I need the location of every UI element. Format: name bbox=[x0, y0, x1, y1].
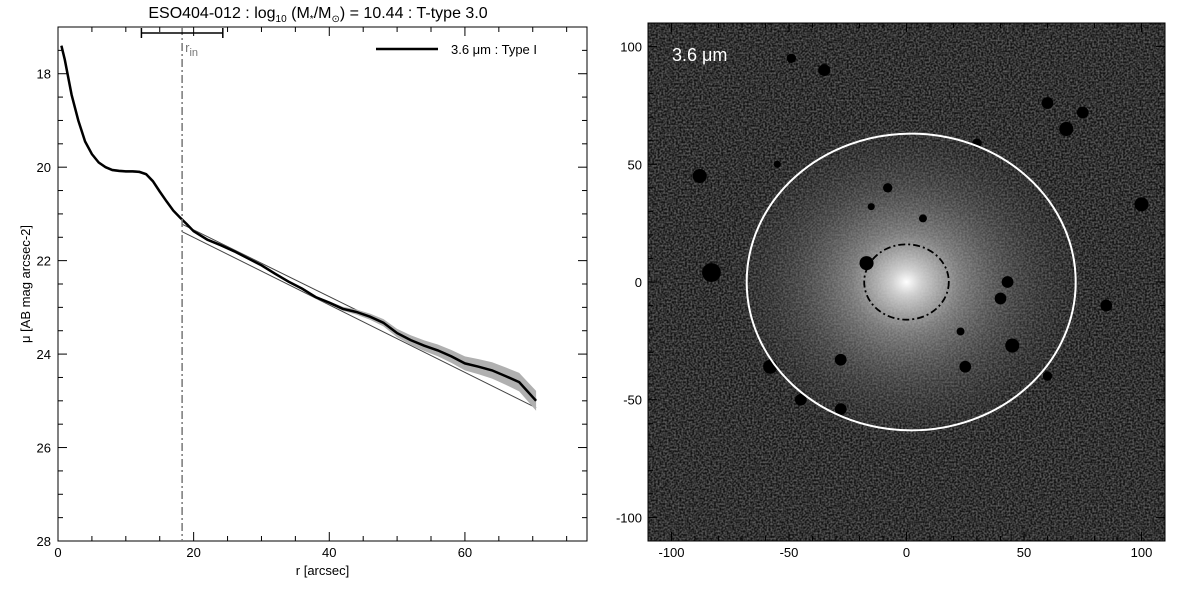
profile-ticks bbox=[57, 26, 587, 542]
x-tick-label: 20 bbox=[186, 545, 200, 560]
fit-line bbox=[181, 231, 537, 409]
img-x-tick-label: -100 bbox=[658, 545, 684, 560]
y-tick-label: 18 bbox=[37, 67, 51, 82]
y-tick-label: 26 bbox=[37, 441, 51, 456]
x-tick-label: 0 bbox=[54, 545, 61, 560]
chart-title: ESO404-012 : log10 (M*/M⊙) = 10.44 : T-t… bbox=[148, 5, 487, 25]
legend-label: 3.6 μm : Type I bbox=[451, 42, 537, 57]
masked-star bbox=[867, 203, 875, 211]
y-tick-label: 24 bbox=[37, 347, 51, 362]
masked-star bbox=[1041, 97, 1054, 109]
profile-tick-labels: 0 20 40 60 18 20 22 24 26 28 bbox=[37, 67, 473, 560]
x-tick-label: 60 bbox=[458, 545, 472, 560]
masked-star bbox=[834, 353, 847, 366]
masked-star bbox=[859, 256, 874, 271]
img-x-tick-label: 100 bbox=[1131, 545, 1153, 560]
masked-star bbox=[883, 183, 893, 193]
y-tick-label: 28 bbox=[37, 534, 51, 549]
image-ticks bbox=[648, 23, 1165, 541]
img-y-tick-label: 100 bbox=[620, 40, 642, 55]
masked-star bbox=[794, 393, 807, 406]
masked-star bbox=[994, 292, 1007, 305]
masked-star bbox=[1134, 197, 1149, 212]
masked-star bbox=[1005, 338, 1020, 353]
masked-stars bbox=[692, 53, 1149, 416]
x-axis-label: r [arcsec] bbox=[296, 563, 349, 578]
masked-star bbox=[773, 160, 781, 168]
masked-star bbox=[1001, 276, 1014, 288]
masked-star bbox=[1100, 299, 1113, 312]
y-tick-label: 20 bbox=[37, 160, 51, 175]
masked-star bbox=[956, 327, 965, 336]
masked-star bbox=[702, 263, 721, 282]
img-y-tick-label: 0 bbox=[635, 275, 642, 290]
r-in-error-bar bbox=[140, 28, 224, 38]
masked-star bbox=[918, 214, 927, 223]
masked-star bbox=[786, 53, 797, 64]
profile-frame bbox=[57, 26, 588, 542]
img-y-tick-label: 50 bbox=[628, 157, 642, 172]
galaxy-image: -100 -50 0 50 100 -100 -50 0 50 100 3.6 μm bbox=[616, 22, 1166, 560]
img-y-tick-label: -50 bbox=[623, 393, 642, 408]
img-x-tick-label: 50 bbox=[1017, 545, 1031, 560]
galaxy-glow bbox=[723, 117, 1090, 447]
x-tick-label: 40 bbox=[322, 545, 336, 560]
y-axis-label: μ [AB mag arcsec-2] bbox=[18, 225, 33, 343]
band-label: 3.6 μm bbox=[672, 45, 727, 65]
img-x-tick-label: -50 bbox=[780, 545, 799, 560]
masked-star bbox=[1059, 121, 1074, 137]
profile-curve bbox=[60, 45, 538, 402]
y-tick-label: 22 bbox=[37, 254, 51, 269]
image-tick-labels: -100 -50 0 50 100 -100 -50 0 50 100 bbox=[616, 40, 1152, 560]
outer-ellipse bbox=[745, 132, 1077, 432]
profile-error-band bbox=[61, 44, 537, 411]
masked-star bbox=[834, 403, 847, 416]
img-x-tick-label: 0 bbox=[903, 545, 910, 560]
r-in-label: rin bbox=[185, 40, 198, 59]
masked-star bbox=[1076, 106, 1089, 119]
masked-star bbox=[818, 64, 831, 76]
masked-star bbox=[959, 360, 972, 373]
masked-star bbox=[1042, 371, 1053, 381]
masked-star bbox=[692, 168, 707, 184]
img-y-tick-label: -100 bbox=[616, 510, 642, 525]
inner-ellipse bbox=[863, 243, 950, 321]
